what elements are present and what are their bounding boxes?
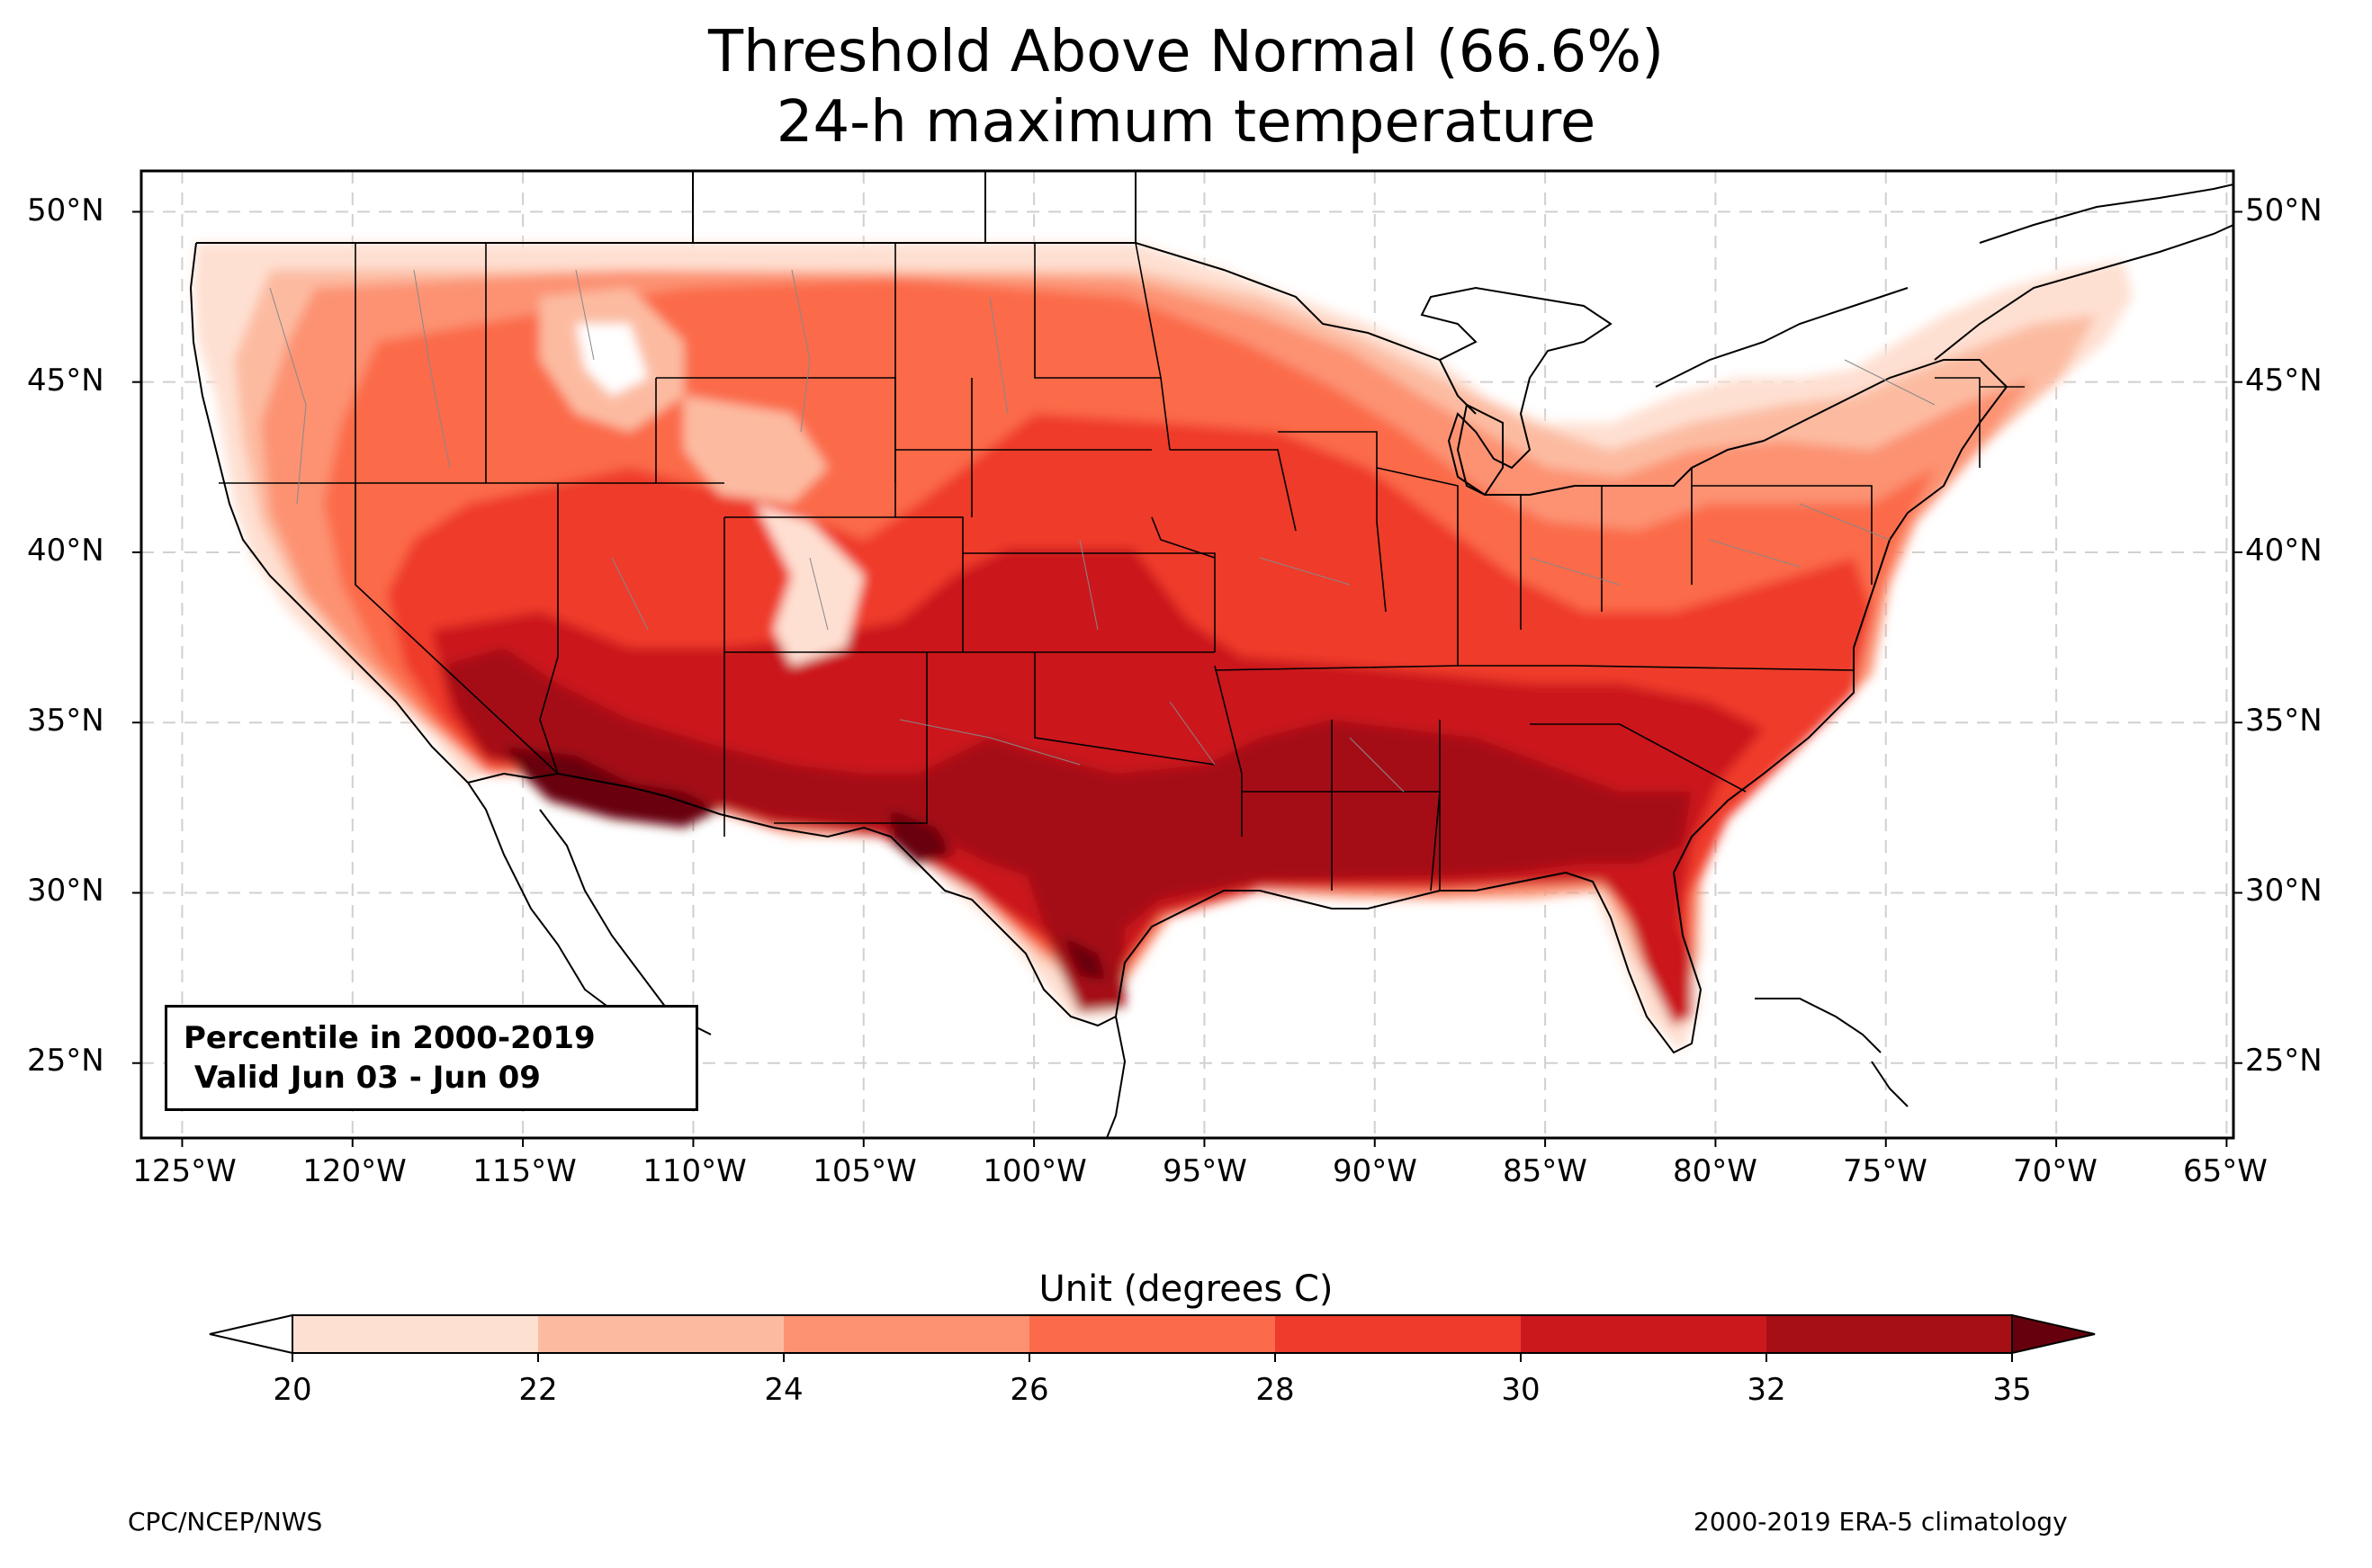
footer-left: CPC/NCEP/NWS: [128, 1507, 323, 1537]
colorbar-tick-7: 35: [1992, 1372, 2032, 1408]
colorbar-segment: [1029, 1315, 1276, 1353]
colorbar-tick-2: 24: [764, 1372, 804, 1408]
lon-label-75w: 75°W: [1843, 1153, 1927, 1189]
lat-label-25-right: 25°N: [2245, 1043, 2323, 1079]
lon-label-65w: 65°W: [2183, 1153, 2268, 1189]
lat-label-45-right: 45°N: [2245, 363, 2323, 399]
lon-label-80w: 80°W: [1673, 1153, 1757, 1189]
colorbar-segment: [1275, 1315, 1522, 1353]
colorbar-tick-3: 26: [1010, 1372, 1049, 1408]
lon-label-70w: 70°W: [2013, 1153, 2098, 1189]
footer-right: 2000-2019 ERA-5 climatology: [1694, 1507, 2068, 1537]
lat-label-50-right: 50°N: [2245, 193, 2323, 228]
colorbar-segment: [538, 1315, 785, 1353]
colorbar-segment: [292, 1315, 539, 1353]
colorbar: [209, 1313, 2096, 1362]
lat-label-35-right: 35°N: [2245, 703, 2323, 739]
boundaries: [189, 171, 2233, 1138]
lat-label-45-left: 45°N: [27, 363, 104, 399]
colorbar-segment: [1766, 1315, 2013, 1353]
lat-label-40-right: 40°N: [2245, 533, 2323, 569]
map-subtitle: 24-h maximum temperature: [776, 89, 1596, 156]
lat-label-30-left: 30°N: [27, 873, 104, 909]
lat-label-50-left: 50°N: [27, 193, 104, 228]
lon-label-100w: 100°W: [983, 1153, 1087, 1189]
lon-label-110w: 110°W: [642, 1153, 747, 1189]
colorbar-segment: [784, 1315, 1030, 1353]
lat-label-30-right: 30°N: [2245, 873, 2323, 909]
lat-label-40-left: 40°N: [27, 533, 104, 569]
state-borders: [219, 242, 2025, 892]
colorbar-over-arrow: [2011, 1313, 2096, 1355]
county-lines: [269, 269, 1936, 793]
info-box-line1: Percentile in 2000-2019: [184, 1020, 596, 1056]
info-box: Percentile in 2000-2019 Valid Jun 03 - J…: [165, 1005, 698, 1111]
colorbar-under-arrow: [209, 1313, 293, 1355]
temperature-field: [193, 243, 2133, 1053]
colorbar-segment: [1521, 1315, 1767, 1353]
map-title: Threshold Above Normal (66.6%): [707, 19, 1665, 85]
lon-label-105w: 105°W: [813, 1153, 917, 1189]
colorbar-title: Unit (degrees C): [1038, 1268, 1334, 1310]
map-frame: [139, 169, 2235, 1140]
colorbar-tick-4: 28: [1255, 1372, 1295, 1408]
lon-label-120w: 120°W: [302, 1153, 407, 1189]
info-box-line2: Valid Jun 03 - Jun 09: [184, 1060, 541, 1096]
lon-label-95w: 95°W: [1163, 1153, 1247, 1189]
colorbar-tick-1: 22: [518, 1372, 558, 1408]
colorbar-tick-5: 30: [1501, 1372, 1541, 1408]
lon-label-85w: 85°W: [1503, 1153, 1587, 1189]
lon-label-90w: 90°W: [1333, 1153, 1417, 1189]
lon-label-115w: 115°W: [472, 1153, 577, 1189]
lat-label-35-left: 35°N: [27, 703, 104, 739]
lon-label-125w: 125°W: [132, 1153, 237, 1189]
colorbar-tick-6: 32: [1747, 1372, 1786, 1408]
colorbar-tick-0: 20: [273, 1372, 312, 1408]
map-area: [141, 171, 2233, 1138]
lat-label-25-left: 25°N: [27, 1043, 104, 1079]
